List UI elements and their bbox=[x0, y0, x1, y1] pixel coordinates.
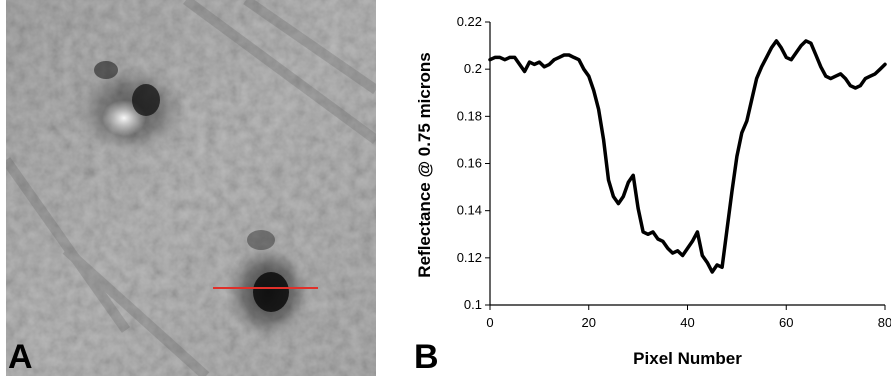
chart-ticks: 0.1 0.12 0.14 0.16 0.18 0.2 0.22 0 20 40 60 80 bbox=[457, 14, 891, 330]
panel-a-letter: A bbox=[8, 338, 33, 376]
panel-b-letter: B bbox=[414, 338, 439, 376]
crater-image-panel: A bbox=[1, 0, 379, 380]
chart-series bbox=[488, 39, 887, 274]
y-tick-label: 0.2 bbox=[464, 61, 482, 76]
y-tick-label: 0.14 bbox=[457, 203, 482, 218]
x-tick-label: 60 bbox=[779, 315, 793, 330]
y-tick-label: 0.1 bbox=[464, 297, 482, 312]
y-tick-label: 0.12 bbox=[457, 250, 482, 265]
x-tick-label: 20 bbox=[582, 315, 596, 330]
y-tick-label: 0.22 bbox=[457, 14, 482, 29]
x-tick-label: 40 bbox=[680, 315, 694, 330]
reflectance-chart-panel: Pixel Number Reflectance @ 0.75 microns … bbox=[380, 0, 891, 376]
y-axis-label: Reflectance @ 0.75 microns bbox=[415, 52, 434, 277]
reflectance-chart: Pixel Number Reflectance @ 0.75 microns … bbox=[414, 14, 891, 376]
x-tick-label: 0 bbox=[486, 315, 493, 330]
y-tick-label: 0.18 bbox=[457, 108, 482, 123]
x-tick-label: 80 bbox=[878, 315, 891, 330]
crater-image: A bbox=[1, 0, 379, 380]
reflectance-series-line bbox=[488, 39, 887, 274]
x-axis-label: Pixel Number bbox=[633, 349, 742, 368]
y-tick-label: 0.16 bbox=[457, 156, 482, 171]
